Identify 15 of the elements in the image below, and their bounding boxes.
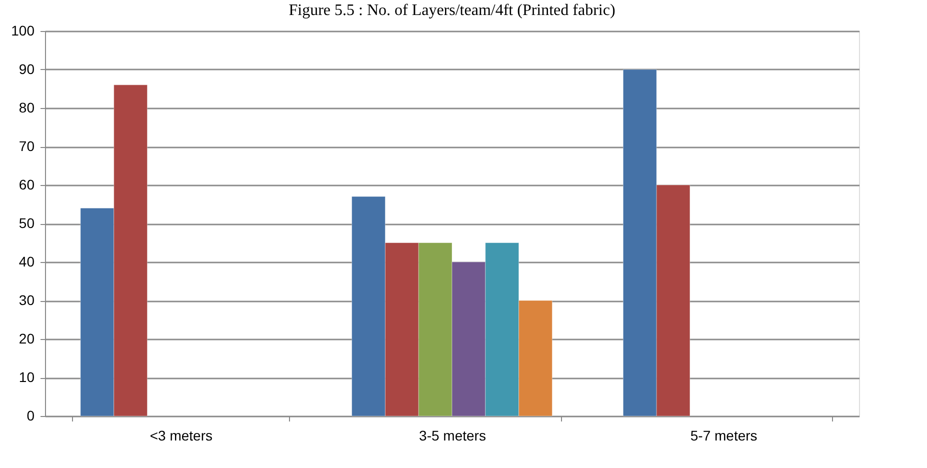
y-tick-label: 70: [18, 138, 35, 154]
y-tick-label: 90: [18, 61, 35, 77]
y-tick-label: 20: [18, 330, 35, 346]
y-tick-label: 50: [18, 215, 35, 231]
chart-title: Figure 5.5 : No. of Layers/team/4ft (Printed fabric): [288, 2, 616, 19]
x-tick-label: 5-7 meters: [690, 428, 758, 444]
y-tick-label: 100: [11, 22, 35, 38]
y-tick-label: 30: [18, 292, 35, 308]
y-tick-label: 10: [18, 369, 35, 385]
y-tick-label: 40: [18, 254, 35, 270]
y-tick-label: 60: [18, 176, 35, 192]
y-tick-label: 80: [18, 100, 35, 116]
x-tick-label: 3-5 meters: [419, 428, 486, 444]
x-tick-label: <3 meters: [150, 428, 212, 444]
y-tick-label: 0: [26, 408, 35, 424]
